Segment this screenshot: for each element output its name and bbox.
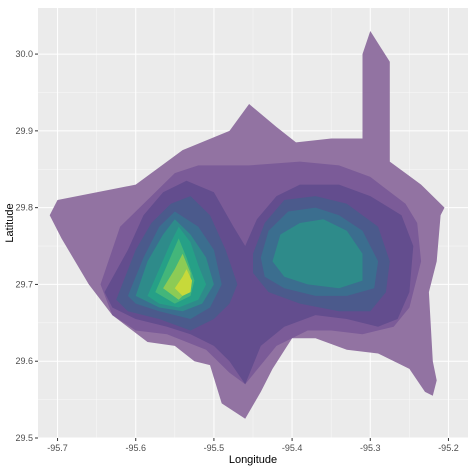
x-tick-label: -95.5 xyxy=(204,443,225,453)
x-tick-label: -95.2 xyxy=(438,443,459,453)
contour-layers xyxy=(49,31,445,419)
y-tick-label: 29.5 xyxy=(15,433,33,443)
x-axis-title: Longitude xyxy=(229,454,277,466)
y-tick-label: 29.6 xyxy=(15,356,33,366)
contour-level-10-region-1 xyxy=(174,269,192,296)
y-axis-title: Latitude xyxy=(4,203,16,242)
y-tick-label: 30.0 xyxy=(15,49,33,59)
x-tick-label: -95.3 xyxy=(360,443,381,453)
y-axis: 29.5 29.6 29.7 29.8 29.9 30.0 xyxy=(15,49,38,443)
x-tick-label: -95.4 xyxy=(282,443,303,453)
x-tick-label: -95.6 xyxy=(125,443,146,453)
x-axis: -95.7 -95.6 -95.5 -95.4 -95.3 -95.2 xyxy=(47,438,459,453)
y-tick-label: 29.7 xyxy=(15,279,33,289)
x-tick-label: -95.7 xyxy=(47,443,68,453)
y-tick-label: 29.9 xyxy=(15,126,33,136)
y-tick-label: 29.8 xyxy=(15,203,33,213)
contour-level-6-region-2 xyxy=(272,219,363,289)
